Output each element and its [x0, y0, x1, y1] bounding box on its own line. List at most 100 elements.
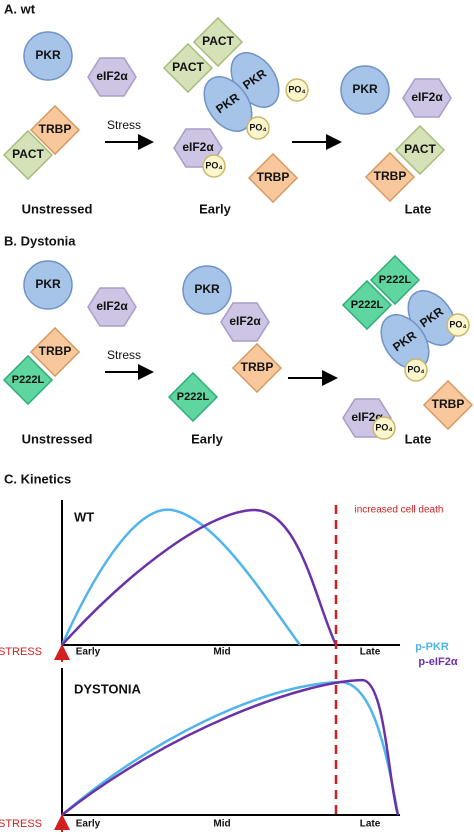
trbp-node: TRBP: [422, 379, 474, 431]
eif2a-node: eIF2α: [87, 57, 137, 97]
pkr-node: PKR: [23, 260, 73, 310]
p222l-node: P222L: [167, 371, 219, 423]
node-label: P222L: [12, 374, 45, 386]
arrow-label: Stress: [107, 348, 141, 362]
shape: [220, 302, 270, 342]
stress-label: STRESS: [0, 646, 42, 658]
shape: [23, 260, 73, 310]
stage-label: Late: [405, 431, 432, 446]
node-label: PKR: [194, 282, 220, 296]
node-label: PACT: [202, 34, 234, 48]
shape: [246, 116, 270, 140]
shape: [446, 313, 470, 337]
node-label: PO₄: [449, 319, 466, 329]
phosphate-node: PO₄: [246, 116, 270, 140]
shape: [167, 371, 219, 423]
trbp-node: TRBP: [29, 326, 81, 378]
trbp-node: TRBP: [231, 342, 283, 394]
shape: [87, 57, 137, 97]
shape: [29, 326, 81, 378]
pkr-node: PKR: [340, 65, 390, 115]
node-label: TRBP: [432, 397, 465, 411]
p222l-node: P222L: [369, 254, 421, 306]
shape: [203, 76, 253, 132]
node-label: TRBP: [241, 360, 274, 374]
trbp-node: TRBP: [29, 104, 81, 156]
shape: [369, 254, 421, 306]
node-label: P222L: [351, 299, 384, 311]
node-label: PKR: [35, 277, 61, 291]
shape: [341, 279, 393, 331]
legend-entry: p-eIF2α: [418, 656, 457, 668]
pact-node: PACT: [192, 16, 244, 68]
curve-p-eif2a: [61, 508, 338, 646]
curve-p-eif2a: [61, 678, 400, 816]
x-label: Late: [360, 647, 381, 658]
panel-title: C. Kinetics: [4, 471, 71, 486]
node-label: PACT: [12, 147, 44, 161]
node-label: PACT: [172, 60, 204, 74]
stage-label: Unstressed: [22, 431, 93, 446]
shape: [87, 287, 137, 327]
pkr-node: PKR: [380, 314, 430, 370]
shape: [231, 342, 283, 394]
shape: [2, 354, 54, 406]
eif2a-node: eIF2α: [220, 302, 270, 342]
pkr-node: PKR: [182, 265, 232, 315]
node-label: P222L: [177, 391, 210, 403]
pkr-node: PKR: [203, 76, 253, 132]
pact-node: PACT: [2, 129, 54, 181]
trbp-node: TRBP: [247, 152, 299, 204]
shape: [364, 151, 416, 203]
curve-p-pkr: [61, 680, 400, 816]
shape: [23, 31, 73, 81]
node-label: TRBP: [257, 170, 290, 184]
node-label: PKR: [352, 82, 378, 96]
shape: [372, 416, 396, 440]
curve-p-pkr: [60, 508, 302, 646]
shape: [162, 42, 214, 94]
x-label: Mid: [213, 647, 230, 658]
phosphate-node: PO₄: [202, 154, 226, 178]
shape: [402, 78, 452, 118]
node-label: eIF2α: [411, 90, 443, 104]
node-label: PO₄: [407, 364, 424, 374]
node-label: PO₄: [205, 160, 222, 170]
shape: [404, 358, 428, 382]
node-label: eIF2α: [96, 299, 128, 313]
shape: [394, 124, 446, 176]
stage-label: Early: [199, 201, 232, 216]
shape: [182, 265, 232, 315]
x-label: Early: [76, 819, 101, 830]
shape: [247, 152, 299, 204]
stage-label: Early: [191, 431, 224, 446]
pact-node: PACT: [394, 124, 446, 176]
node-label: TRBP: [39, 344, 72, 358]
eif2a-node: eIF2α: [402, 78, 452, 118]
p222l-node: P222L: [2, 354, 54, 406]
node-label: TRBP: [39, 122, 72, 136]
shape: [2, 129, 54, 181]
node-label: PO₄: [288, 84, 305, 94]
x-label: Early: [76, 647, 101, 658]
chart-label: WT: [74, 509, 94, 524]
node-label: eIF2α: [182, 140, 214, 154]
phosphate-node: PO₄: [446, 313, 470, 337]
shape: [422, 379, 474, 431]
node-label: TRBP: [374, 169, 407, 183]
arrow-label: Stress: [107, 118, 141, 132]
stage-label: Unstressed: [22, 201, 93, 216]
phosphate-node: PO₄: [404, 358, 428, 382]
node-label: PO₄: [249, 122, 266, 132]
node-label: eIF2α: [96, 69, 128, 83]
x-label: Late: [360, 819, 381, 830]
node-label: P222L: [379, 274, 412, 286]
legend-entry: p-PKR: [415, 641, 449, 653]
node-label: PACT: [404, 142, 436, 156]
panel-title: B. Dystonia: [4, 233, 76, 248]
pkr-node: PKR: [23, 31, 73, 81]
node-label: PO₄: [375, 422, 392, 432]
pact-node: PACT: [162, 42, 214, 94]
